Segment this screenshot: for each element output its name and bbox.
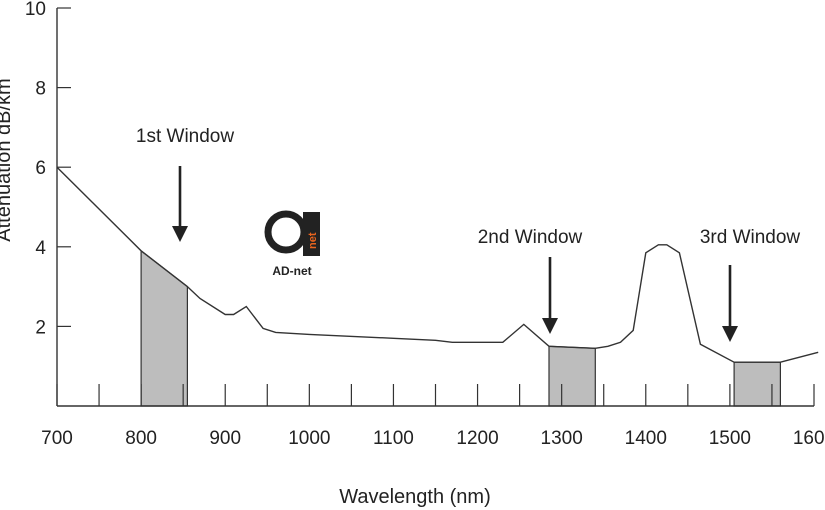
x-tick-label: 1300 [541, 428, 583, 449]
window-arrow-head-icon [172, 226, 188, 242]
x-axis-label: Wavelength (nm) [339, 486, 491, 508]
window-region-1 [140, 249, 188, 407]
window-label-2: 2nd Window [478, 227, 583, 248]
window-label-1: 1st Window [136, 126, 234, 147]
y-axis-label: Attenuation dB/km [0, 78, 15, 241]
window-region-3 [733, 361, 781, 407]
y-tick-label: 8 [35, 79, 46, 100]
y-tick-label: 2 [35, 317, 46, 338]
x-tick-label: 800 [125, 428, 157, 449]
x-tick-label: 1400 [625, 428, 667, 449]
x-tick-label: 1600 [793, 428, 825, 449]
x-tick-label: 1500 [709, 428, 751, 449]
logo-text: AD-net [272, 264, 311, 278]
x-tick-label: 900 [209, 428, 241, 449]
y-tick-label: 10 [25, 0, 46, 20]
ad-net-logo: net AD-net [264, 210, 320, 278]
window-arrow-head-icon [722, 326, 738, 342]
attenuation-curve [56, 166, 819, 363]
logo-mark: net [307, 232, 319, 249]
logo-ring-icon [264, 210, 308, 254]
window-label-3: 3rd Window [700, 227, 801, 248]
window-region-2 [548, 345, 596, 407]
x-tick-label: 1000 [288, 428, 330, 449]
y-tick-label: 6 [35, 158, 46, 179]
window-annotations: 1st Window 2nd Window 3rd Window [136, 126, 801, 342]
y-tick-label: 4 [35, 238, 46, 259]
x-tick-label: 700 [41, 428, 73, 449]
axes: 700 800 900 1000 1100 1200 1300 1400 1500 1600 2 4 6… [25, 0, 825, 449]
window-arrow-head-icon [542, 318, 558, 334]
logo-bar-icon [303, 212, 320, 256]
x-tick-label: 1100 [373, 428, 414, 449]
x-tick-label: 1200 [456, 428, 498, 449]
